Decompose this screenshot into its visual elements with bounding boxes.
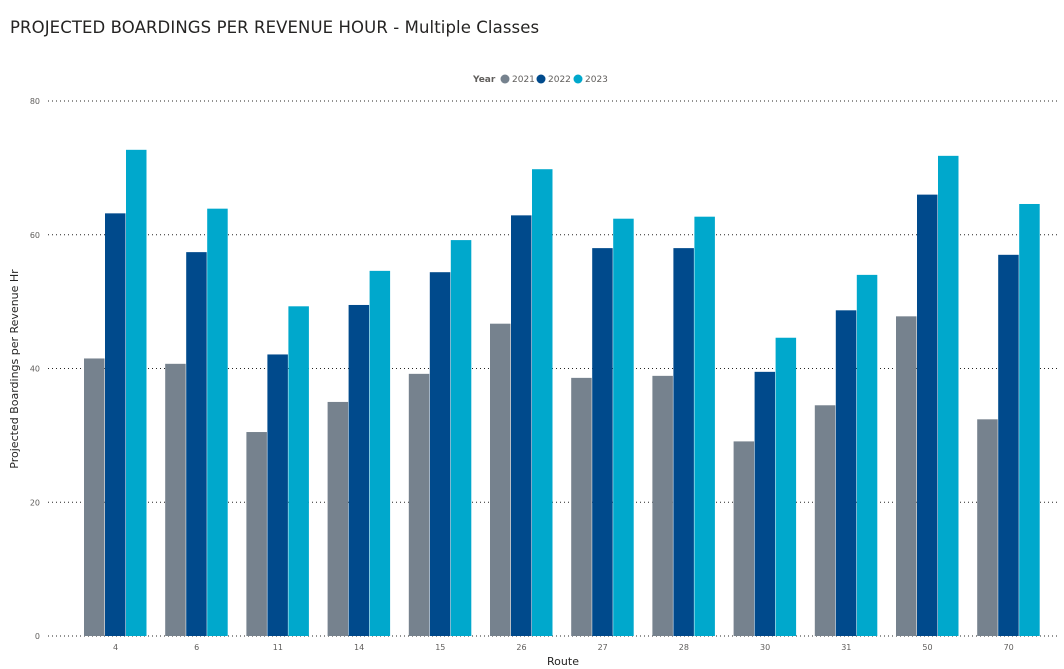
bar-2023-route-31: [856, 274, 878, 636]
x-tick-label: 31: [841, 643, 851, 652]
bar-2023-route-15: [450, 240, 472, 636]
bar-2023-route-28: [694, 216, 715, 636]
legend: Year 2021 2022 2023: [472, 74, 608, 85]
legend-label-2022: 2022: [548, 75, 571, 85]
y-tick-label: 20: [30, 498, 40, 507]
bar-2022-route-4: [105, 213, 126, 636]
bar-2021-route-14: [327, 401, 349, 636]
bar-2022-route-14: [348, 304, 370, 636]
x-tick-label: 50: [922, 643, 932, 652]
bar-2022-route-28: [673, 248, 694, 636]
x-tick-label: 6: [194, 643, 199, 652]
y-tick-label: 80: [30, 97, 40, 106]
y-tick-label: 0: [35, 632, 40, 641]
bar-2023-route-30: [775, 337, 797, 636]
x-tick-label: 26: [516, 643, 526, 652]
bar-2021-route-4: [84, 358, 105, 636]
bar-2022-route-30: [754, 371, 776, 636]
legend-marker-2023: [573, 74, 583, 84]
y-tick-label: 40: [30, 365, 40, 374]
bar-2023-route-6: [207, 208, 228, 636]
bar-2023-route-27: [613, 218, 634, 636]
legend-marker-2021: [500, 74, 510, 84]
bar-2023-route-4: [126, 149, 147, 636]
bar-2022-route-70: [998, 254, 1019, 636]
bar-2021-route-28: [652, 375, 673, 636]
bars: [84, 149, 1040, 637]
bar-2022-route-50: [917, 194, 938, 636]
x-axis-label: Route: [547, 655, 579, 668]
x-axis-ticks: 4 6 11 14 15 26 27 28 30 31 50 70: [113, 643, 1014, 652]
legend-marker-2022: [536, 74, 546, 84]
bar-2022-route-11: [267, 354, 288, 636]
bar-2021-route-31: [814, 405, 836, 636]
x-tick-label: 27: [598, 643, 608, 652]
bar-2021-route-30: [733, 441, 755, 636]
bar-2023-route-70: [1019, 203, 1040, 637]
x-tick-label: 11: [273, 643, 283, 652]
bar-2023-route-14: [369, 270, 391, 636]
chart-title: PROJECTED BOARDINGS PER REVENUE HOUR - M…: [10, 18, 540, 37]
bar-2023-route-26: [532, 169, 553, 636]
legend-title: Year: [472, 75, 496, 85]
bar-2022-route-31: [835, 310, 857, 636]
bar-2022-route-26: [511, 215, 532, 636]
bar-2021-route-50: [896, 316, 917, 636]
bar-2021-route-6: [165, 363, 186, 636]
bar-2022-route-6: [186, 252, 207, 636]
x-tick-label: 14: [354, 643, 364, 652]
legend-label-2021: 2021: [512, 75, 535, 85]
bar-2023-route-50: [938, 155, 959, 636]
bar-2023-route-11: [288, 306, 309, 636]
bar-2021-route-11: [246, 432, 267, 636]
bar-2021-route-26: [490, 323, 511, 636]
bar-2021-route-70: [977, 419, 998, 636]
x-tick-label: 4: [113, 643, 118, 652]
x-tick-label: 28: [679, 643, 689, 652]
bar-2021-route-27: [571, 377, 592, 636]
x-tick-label: 30: [760, 643, 770, 652]
x-tick-label: 70: [1004, 643, 1014, 652]
y-axis-label: Projected Boardings per Revenue Hr: [8, 269, 21, 469]
y-axis-ticks: 0 20 40 60 80: [30, 97, 40, 641]
bar-2022-route-27: [592, 248, 613, 636]
bar-2022-route-15: [429, 272, 451, 636]
bar-2021-route-15: [408, 373, 430, 636]
legend-label-2023: 2023: [585, 75, 608, 85]
y-tick-label: 60: [30, 231, 40, 240]
x-tick-label: 15: [435, 643, 445, 652]
